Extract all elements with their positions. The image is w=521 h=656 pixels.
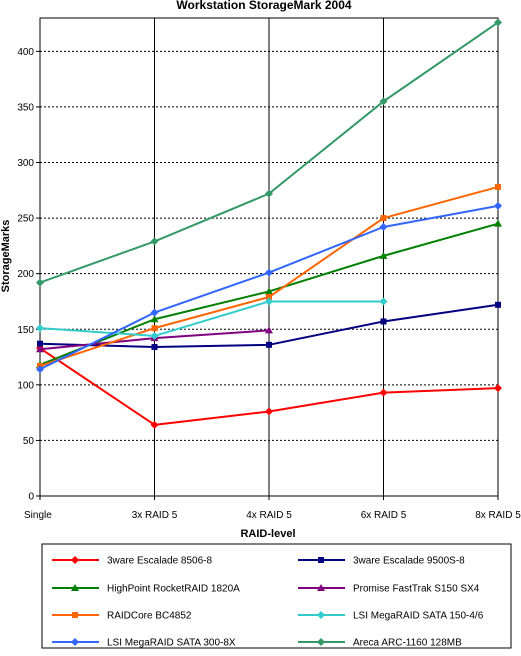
data-point — [266, 341, 272, 348]
data-point — [150, 331, 159, 340]
x-tick-label: 8x RAID 5 — [475, 510, 521, 521]
legend-label: LSI MegaRAID SATA 300-8X — [107, 638, 236, 649]
legend-item: Promise FastTrak S150 SX4 — [298, 584, 480, 595]
series-layer — [36, 18, 502, 429]
data-point — [379, 222, 388, 231]
legend-item: 3ware Escalade 9500S-8 — [298, 556, 465, 567]
data-point — [379, 97, 388, 106]
legend-item: 3ware Escalade 8506-8 — [52, 556, 213, 567]
legend-item: LSI MegaRAID SATA 150-4/6 — [298, 611, 484, 622]
y-tick-label: 150 — [17, 325, 34, 336]
data-point — [495, 301, 501, 308]
legend-label: 3ware Escalade 9500S-8 — [353, 556, 465, 567]
y-tick-label: 400 — [17, 47, 34, 58]
data-point — [380, 215, 387, 222]
y-tick-label: 0 — [28, 492, 34, 503]
series-2 — [37, 301, 501, 351]
data-point — [494, 219, 502, 227]
series-3 — [36, 219, 502, 368]
chart-title: Workstation StorageMark 2004 — [176, 0, 351, 12]
data-point — [379, 297, 388, 306]
x-axis: Single 3x RAID 5 4x RAID 5 6x RAID 5 8x RAID… — [24, 496, 521, 521]
data-point — [265, 268, 273, 277]
x-axis-title: RAID-level — [240, 528, 295, 540]
data-point — [150, 237, 159, 246]
data-point — [266, 294, 272, 301]
data-point — [150, 315, 159, 323]
data-point — [150, 420, 159, 429]
y-tick-label: 200 — [17, 269, 34, 280]
y-tick-label: 350 — [17, 102, 34, 113]
data-point — [36, 345, 44, 353]
legend-swatch-marker — [71, 556, 79, 564]
data-point — [265, 297, 273, 306]
legend-label: Areca ARC-1160 128MB — [353, 638, 462, 649]
series-8 — [36, 18, 502, 287]
data-point — [494, 18, 502, 27]
data-point — [265, 407, 273, 416]
x-tick-label: Single — [24, 510, 52, 521]
y-tick-label: 100 — [17, 380, 34, 391]
legend-item: HighPoint RocketRAID 1820A — [52, 584, 240, 595]
legend-item: Areca ARC-1160 128MB — [298, 638, 462, 649]
legend-label: LSI MegaRAID SATA 150-4/6 — [353, 611, 484, 622]
data-point — [36, 278, 44, 287]
legend-box — [41, 543, 512, 649]
data-point — [36, 365, 44, 374]
data-point — [265, 189, 273, 198]
data-point — [495, 183, 501, 190]
legend-swatch-marker — [317, 638, 325, 646]
data-point — [265, 326, 273, 334]
data-point — [379, 251, 388, 259]
x-tick-label: 3x RAID 5 — [132, 510, 178, 521]
x-tick-label: 6x RAID 5 — [361, 510, 407, 521]
legend-swatch-marker — [72, 612, 78, 618]
series-6 — [36, 297, 388, 340]
legend: 3ware Escalade 8506-8 3ware Escalade 9500… — [41, 543, 512, 649]
y-tick-label: 50 — [23, 436, 35, 447]
series-line — [39, 300, 384, 337]
legend-label: Promise FastTrak S150 SX4 — [353, 584, 480, 595]
legend-label: HighPoint RocketRAID 1820A — [107, 584, 240, 595]
y-axis: 0 50 100 150 200 250 300 350 400 — [17, 47, 40, 503]
data-point — [494, 201, 502, 210]
data-point — [379, 388, 388, 397]
y-tick-label: 300 — [17, 158, 34, 169]
grid-lines — [40, 18, 498, 496]
data-point — [37, 340, 43, 347]
legend-swatch-marker — [317, 584, 325, 591]
data-point — [151, 325, 158, 332]
legend-item: RAIDCore BC4852 — [52, 611, 192, 622]
data-point — [380, 318, 387, 325]
legend-label: RAIDCore BC4852 — [107, 611, 192, 622]
legend-swatch-marker — [71, 638, 79, 646]
legend-item: LSI MegaRAID SATA 300-8X — [52, 638, 236, 649]
legend-swatch-marker — [318, 557, 324, 563]
data-point — [150, 308, 159, 317]
y-axis-title: StorageMarks — [0, 220, 12, 293]
data-point — [265, 287, 273, 295]
legend-swatch-marker — [317, 611, 325, 619]
x-tick-label: 4x RAID 5 — [246, 510, 292, 521]
series-7 — [36, 201, 502, 374]
data-point — [36, 324, 44, 333]
data-point — [494, 384, 502, 393]
legend-label: 3ware Escalade 8506-8 — [107, 556, 213, 567]
legend-swatch-marker — [71, 584, 79, 591]
data-point — [151, 344, 158, 351]
y-tick-label: 250 — [17, 214, 34, 225]
